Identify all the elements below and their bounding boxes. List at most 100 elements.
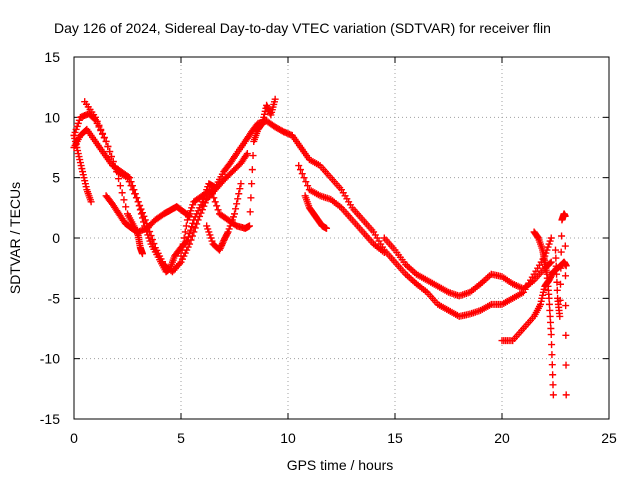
data-point — [547, 325, 555, 332]
data-point — [234, 195, 242, 203]
data-point — [562, 331, 570, 339]
data-point — [193, 220, 201, 228]
data-point — [304, 182, 312, 190]
data-point — [562, 361, 570, 369]
data-point — [231, 210, 238, 218]
data-point — [198, 206, 206, 214]
data-point — [97, 125, 105, 133]
x-axis-title: GPS time / hours — [287, 457, 394, 473]
series-track-12 — [530, 228, 557, 399]
data-point — [188, 232, 196, 240]
data-point — [562, 391, 570, 399]
data-point — [223, 229, 231, 237]
y-tick-label: 10 — [44, 109, 60, 125]
y-tick-label: -15 — [40, 411, 60, 427]
data-point — [115, 175, 123, 183]
x-axis: 0 5 10 15 20 25 — [70, 57, 617, 446]
data-point — [216, 246, 224, 254]
data-point — [213, 202, 221, 210]
data-point — [207, 186, 215, 194]
data-point — [545, 294, 553, 302]
data-point — [87, 198, 95, 206]
data-point — [188, 223, 196, 231]
series-track-9 — [301, 192, 331, 232]
data-point — [547, 318, 555, 326]
data-point — [102, 137, 110, 145]
data-point — [300, 174, 308, 182]
data-point — [553, 270, 561, 278]
data-point — [126, 174, 134, 182]
data-point — [181, 228, 189, 236]
y-tick-label: -5 — [48, 290, 61, 306]
data-point — [208, 190, 216, 198]
data-point — [243, 150, 251, 158]
data-point — [246, 208, 254, 216]
data-point — [557, 248, 565, 256]
data-point — [93, 117, 101, 125]
data-point — [545, 300, 553, 308]
data-point — [237, 180, 245, 188]
data-point — [196, 212, 204, 220]
x-tick-label: 25 — [601, 430, 617, 446]
data-point — [380, 248, 388, 256]
data-point — [91, 113, 99, 121]
data-point — [122, 203, 130, 211]
data-point — [264, 104, 272, 112]
data-point — [138, 250, 146, 258]
x-tick-label: 20 — [494, 430, 510, 446]
data-point — [552, 262, 560, 270]
data-point — [247, 194, 255, 202]
data-point — [197, 209, 205, 217]
data-point — [141, 216, 149, 224]
data-point — [295, 162, 303, 170]
data-point — [547, 258, 555, 266]
data-point — [549, 371, 557, 379]
data-point — [130, 186, 138, 194]
data-point — [296, 166, 304, 174]
data-point — [118, 189, 126, 197]
data-series — [70, 95, 570, 399]
x-tick-label: 15 — [387, 430, 403, 446]
data-point — [186, 240, 194, 248]
data-point — [549, 391, 557, 399]
data-point — [109, 158, 117, 166]
data-point — [546, 306, 554, 314]
data-point — [562, 302, 570, 310]
data-point — [179, 240, 187, 248]
data-point — [191, 224, 199, 232]
data-point — [558, 232, 566, 240]
data-point — [561, 272, 569, 280]
data-point — [235, 190, 243, 198]
data-point — [263, 101, 271, 109]
data-point — [245, 222, 253, 230]
data-point — [104, 142, 112, 150]
data-point — [562, 262, 570, 270]
data-point — [200, 202, 208, 210]
data-point — [552, 254, 560, 262]
data-point — [556, 312, 564, 320]
data-point — [136, 201, 144, 209]
y-tick-label: 0 — [52, 230, 60, 246]
data-point — [137, 205, 145, 213]
data-point — [546, 312, 554, 320]
data-point — [556, 296, 564, 304]
data-point — [548, 341, 556, 349]
data-point — [298, 170, 306, 178]
data-point — [547, 234, 555, 242]
series-track-8 — [295, 162, 388, 256]
data-point — [547, 331, 555, 339]
data-point — [120, 196, 128, 204]
data-point — [134, 198, 142, 206]
data-point — [214, 206, 222, 214]
data-point — [242, 151, 250, 159]
data-point — [216, 244, 224, 252]
data-point — [95, 121, 103, 129]
chart-title: Day 126 of 2024, Sidereal Day-to-day VTE… — [54, 20, 551, 36]
data-point — [323, 224, 331, 232]
data-point — [111, 163, 119, 171]
data-point — [218, 240, 226, 248]
data-point — [180, 234, 188, 242]
data-point — [211, 198, 219, 206]
series-track-6 — [177, 95, 279, 260]
